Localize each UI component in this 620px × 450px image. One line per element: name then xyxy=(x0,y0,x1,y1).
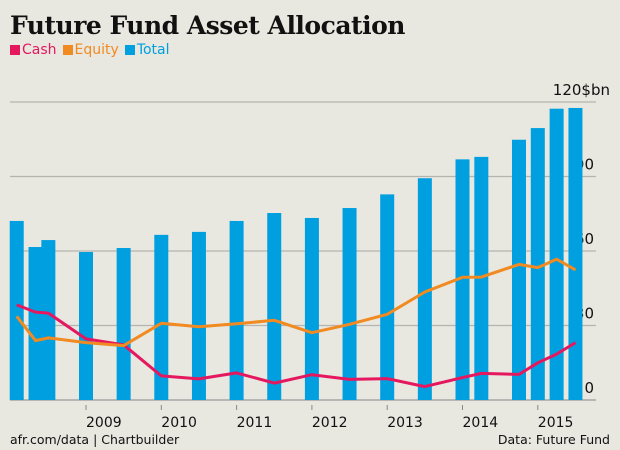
legend-total-label: Total xyxy=(136,42,170,58)
bar-total xyxy=(342,208,357,400)
bar-total xyxy=(380,194,395,400)
line-cash xyxy=(16,303,577,389)
legend-equity: Equity xyxy=(62,42,119,58)
x-tick-label: 2014 xyxy=(463,415,499,431)
legend: Cash Equity Total xyxy=(10,42,170,58)
bar-total xyxy=(530,128,545,400)
bar-total xyxy=(9,220,24,400)
bar-total xyxy=(568,107,583,401)
y-tick-label: 0 xyxy=(584,379,594,397)
bar-total xyxy=(304,217,319,400)
legend-cash: Cash xyxy=(10,42,57,58)
bar-total xyxy=(154,234,169,400)
bar-total xyxy=(549,108,564,400)
cash-swatch xyxy=(10,45,20,55)
legend-total: Total xyxy=(124,42,170,58)
x-tick-label: 2013 xyxy=(387,415,423,431)
legend-cash-label: Cash xyxy=(22,42,57,58)
bar-total xyxy=(79,251,93,400)
y-axis-unit-label: 120$bn xyxy=(553,81,610,99)
bar-total xyxy=(267,213,282,400)
bar-total xyxy=(28,247,43,400)
chart-title: Future Fund Asset Allocation xyxy=(10,11,405,40)
total-swatch xyxy=(124,45,135,55)
bar-total xyxy=(41,240,56,400)
x-tick-label: 2010 xyxy=(161,415,197,431)
bar-total xyxy=(511,139,526,400)
footer-source-left: afr.com/data | Chartbuilder xyxy=(10,432,180,447)
line-equity xyxy=(15,257,577,348)
x-tick-label: 2015 xyxy=(538,415,574,431)
bar-total xyxy=(191,231,206,400)
bar-total xyxy=(116,248,131,400)
bar-total xyxy=(229,220,244,400)
equity-swatch xyxy=(62,45,73,55)
footer-source-right: Data: Future Fund xyxy=(497,432,610,447)
legend-equity-label: Equity xyxy=(74,42,119,58)
x-tick-label: 2012 xyxy=(312,415,348,431)
bar-total xyxy=(455,159,470,400)
x-tick-label: 2011 xyxy=(237,415,273,431)
bar-total xyxy=(417,178,432,400)
x-tick-label: 2009 xyxy=(86,415,122,431)
